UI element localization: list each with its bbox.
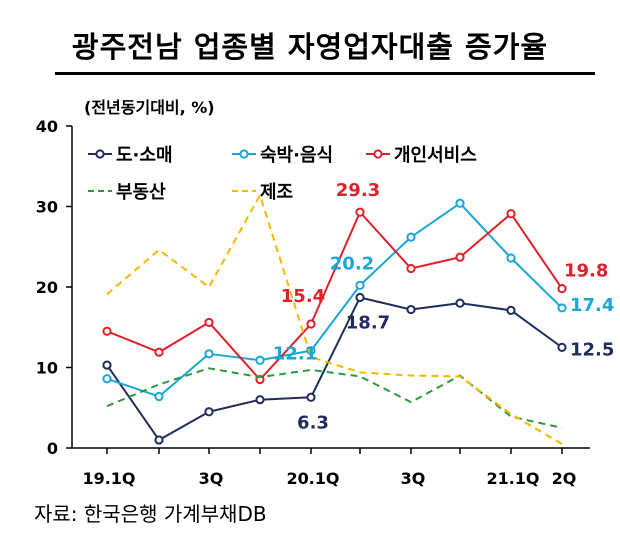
x-tick-label: 2Q — [552, 469, 577, 488]
legend-label: 부동산 — [116, 182, 166, 203]
y-tick-label: 10 — [36, 359, 58, 378]
data-point-marker — [406, 263, 416, 274]
x-tick-label: 21.1Q — [486, 469, 539, 488]
series-line — [106, 211, 563, 381]
data-label: 19.8 — [564, 261, 608, 282]
title-underline — [55, 72, 595, 75]
series-line — [106, 296, 563, 441]
y-tick-label: 30 — [36, 198, 58, 217]
series-line — [106, 367, 563, 429]
data-point-marker — [102, 374, 112, 384]
x-tick-label: 19.1Q — [82, 469, 135, 488]
data-point-marker — [255, 395, 265, 405]
data-point-marker — [102, 360, 112, 370]
data-point-marker — [306, 392, 316, 402]
y-axis-unit-label: (전년동기대비, %) — [84, 98, 215, 117]
data-point-marker — [355, 292, 365, 303]
legend-swatch-marker — [239, 149, 249, 159]
data-point-marker — [255, 355, 265, 365]
data-point-marker — [506, 209, 516, 219]
x-tick-label: 3Q — [401, 469, 426, 488]
data-point-marker — [455, 198, 465, 208]
series-line — [106, 202, 563, 398]
data-point-marker — [557, 342, 567, 352]
data-point-marker — [455, 252, 465, 262]
data-point-marker — [506, 305, 516, 315]
data-point-marker — [455, 298, 465, 308]
data-point-marker — [204, 317, 214, 328]
data-point-marker — [154, 391, 164, 402]
data-point-marker — [154, 347, 164, 357]
data-point-marker — [204, 349, 214, 359]
chart-title: 광주전남 업종별 자영업자대출 증가율 — [71, 30, 549, 64]
data-label: 20.2 — [330, 253, 374, 274]
legend-swatch-marker — [373, 149, 383, 159]
data-point-marker — [557, 284, 567, 294]
data-label: 12.1 — [273, 344, 317, 365]
data-label: 6.3 — [297, 412, 329, 433]
data-point-marker — [406, 232, 416, 242]
x-tick-label: 20.1Q — [286, 469, 339, 488]
data-label: 17.4 — [570, 295, 614, 316]
legend-label: 숙박·음식 — [260, 145, 333, 166]
data-point-marker — [355, 207, 365, 217]
y-tick-label: 20 — [36, 278, 58, 297]
source-note: 자료: 한국은행 가계부채DB — [34, 502, 267, 526]
legend-label: 제조 — [260, 182, 293, 203]
data-label: 29.3 — [336, 180, 380, 201]
data-label: 15.4 — [281, 286, 325, 307]
data-label: 18.7 — [346, 312, 390, 333]
data-point-marker — [355, 280, 365, 290]
legend-label: 개인서비스 — [394, 145, 477, 166]
series-line — [106, 194, 563, 445]
y-tick-label: 0 — [47, 439, 58, 458]
data-point-marker — [154, 435, 164, 445]
data-point-marker — [557, 303, 567, 313]
x-tick-label: 3Q — [199, 469, 224, 488]
data-point-marker — [506, 253, 516, 263]
data-point-marker — [204, 407, 214, 417]
legend-swatch-marker — [95, 149, 105, 159]
data-label: 12.5 — [570, 339, 614, 360]
y-tick-label: 40 — [36, 117, 58, 136]
data-point-marker — [306, 319, 316, 329]
legend-label: 도·소매 — [116, 145, 173, 166]
data-point-marker — [406, 304, 416, 315]
data-point-marker — [102, 326, 112, 336]
